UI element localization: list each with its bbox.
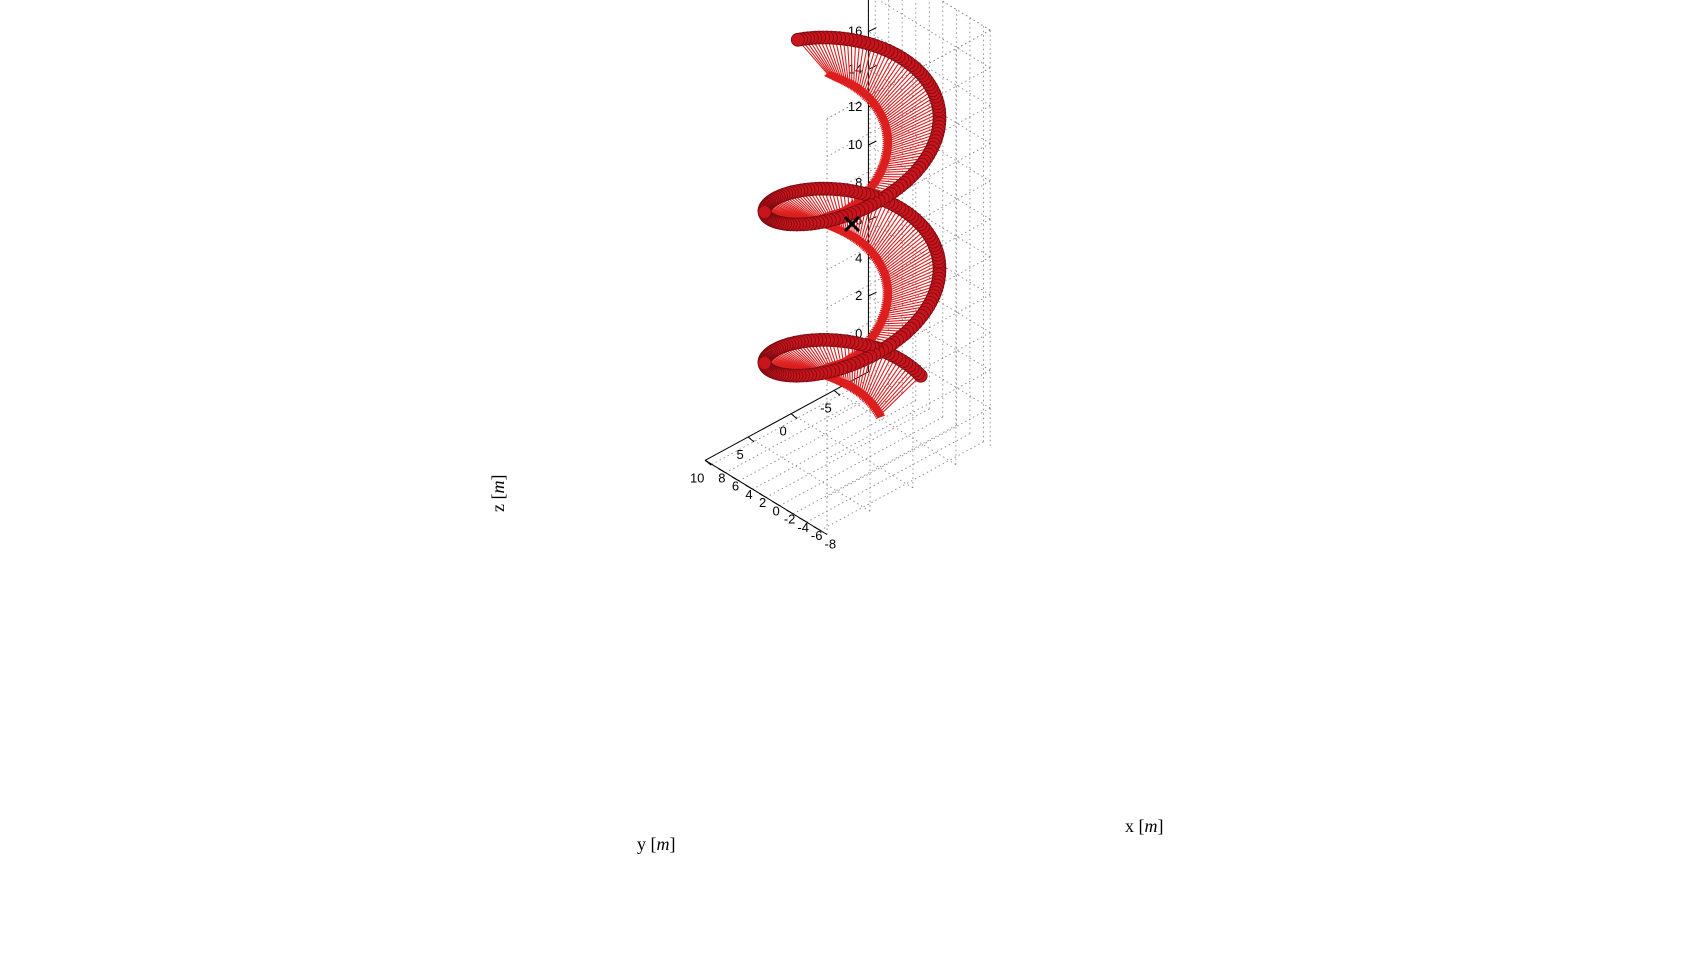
y-tick-label: -5 — [820, 400, 832, 415]
y-axis-label: y [m] — [637, 834, 676, 854]
x-tick-mark — [705, 460, 712, 464]
gridline-y-floor — [748, 437, 870, 511]
trajectory-sphere — [758, 357, 771, 370]
x-tick-label: 0 — [772, 503, 779, 518]
y-tick-mark — [791, 414, 797, 419]
trajectory-sphere — [791, 33, 804, 46]
x-tick-label: 6 — [732, 479, 739, 494]
z-tick-label: 12 — [848, 99, 862, 114]
force-arrow-shaft — [880, 239, 932, 277]
force-arrow-shaft — [880, 90, 933, 126]
trajectory-sphere — [758, 206, 771, 219]
z-tick-label: 4 — [855, 250, 862, 265]
y-tick-mark — [748, 437, 754, 442]
y-tick-mark — [834, 390, 840, 395]
data-layer — [758, 31, 946, 419]
x-tick-label: -6 — [811, 528, 823, 543]
gridline-y-floor — [791, 414, 913, 488]
y-tick-label: 5 — [736, 447, 743, 462]
z-tick-label: 10 — [848, 137, 862, 152]
force-arrow-shaft — [880, 87, 931, 125]
x-tick-label: -4 — [797, 520, 809, 535]
gridline-z-wall — [827, 408, 990, 497]
y-tick-label: 10 — [690, 470, 704, 485]
x-tick-label: -2 — [784, 512, 796, 527]
x-tick-label: -8 — [825, 536, 837, 551]
x-tick-label: 4 — [745, 487, 752, 502]
z-tick-label: 18 — [848, 0, 862, 1]
z-tick-label: 2 — [855, 288, 862, 303]
gridline-y-floor — [834, 390, 956, 464]
x-tick-label: 2 — [759, 495, 766, 510]
y-tick-label: 0 — [779, 424, 786, 439]
x-axis-label: x [m] — [1125, 816, 1164, 836]
z-axis-label: z [m] — [488, 475, 508, 513]
x-tick-label: 8 — [718, 470, 725, 485]
z-tick-mark — [868, 28, 876, 32]
